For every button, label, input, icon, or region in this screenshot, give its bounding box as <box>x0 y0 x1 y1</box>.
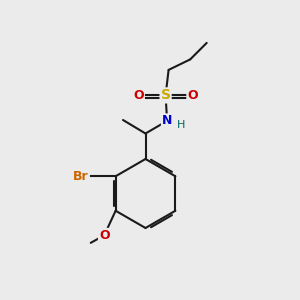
Text: Br: Br <box>73 170 89 183</box>
Text: H: H <box>177 119 186 130</box>
Text: O: O <box>99 229 110 242</box>
Text: N: N <box>162 114 172 128</box>
Text: O: O <box>187 89 198 102</box>
Text: O: O <box>133 89 144 102</box>
Text: S: S <box>160 88 171 102</box>
